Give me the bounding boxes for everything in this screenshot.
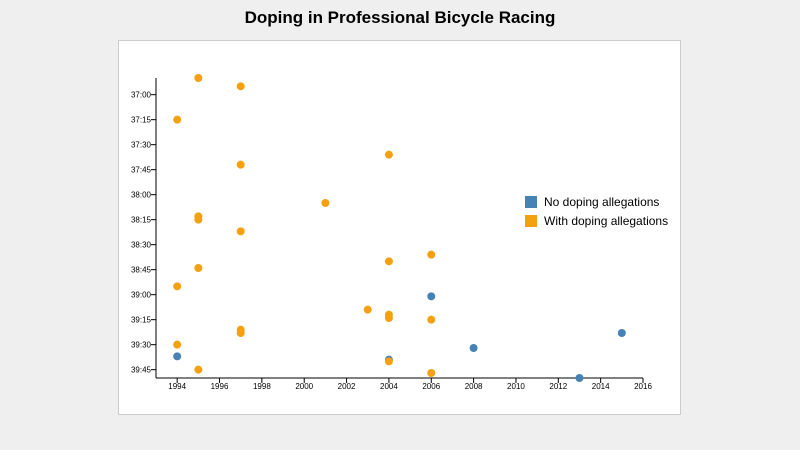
data-point — [236, 160, 245, 169]
x-tick-label: 2014 — [592, 382, 610, 391]
y-tick-label: 39:45 — [131, 366, 152, 375]
x-tick-label: 1994 — [168, 382, 186, 391]
y-tick: 39:45 — [131, 366, 156, 375]
data-point — [194, 264, 203, 272]
x-tick-label: 2012 — [549, 382, 567, 391]
x-tick-label: 1996 — [211, 382, 229, 391]
y-tick: 38:45 — [131, 266, 156, 275]
data-point — [363, 305, 372, 314]
data-point — [575, 374, 584, 382]
data-point — [427, 250, 436, 259]
y-tick: 38:00 — [131, 191, 156, 200]
y-tick-label: 39:15 — [131, 316, 152, 325]
y-tick: 37:15 — [131, 116, 156, 125]
x-tick: 2006 — [422, 378, 441, 391]
data-point — [236, 82, 245, 91]
y-tick-label: 38:15 — [131, 216, 152, 225]
data-point — [384, 150, 393, 159]
x-tick-label: 2004 — [380, 382, 398, 391]
legend: No doping allegations With doping allegat… — [525, 195, 668, 228]
y-tick: 38:15 — [131, 216, 156, 225]
x-tick: 2000 — [295, 378, 314, 391]
x-tick: 1994 — [168, 378, 187, 391]
data-point — [194, 365, 203, 374]
y-tick: 37:30 — [131, 141, 156, 150]
data-point — [469, 344, 478, 352]
x-tick-label: 2016 — [634, 382, 652, 391]
x-tick-label: 2010 — [507, 382, 525, 391]
y-tick: 37:00 — [131, 91, 156, 100]
x-tick: 2016 — [634, 378, 652, 391]
y-tick: 37:45 — [131, 166, 156, 175]
data-point — [194, 215, 203, 224]
y-tick: 39:30 — [131, 341, 156, 350]
y-tick-label: 37:30 — [131, 141, 152, 150]
chart-title: Doping in Professional Bicycle Racing — [244, 8, 556, 27]
y-tick-label: 38:00 — [131, 191, 152, 200]
legend-label: With doping allegations — [544, 214, 668, 228]
data-point — [617, 329, 626, 337]
y-tick-label: 37:15 — [131, 116, 152, 125]
x-tick-label: 2006 — [422, 382, 440, 391]
data-point — [384, 257, 393, 266]
y-tick-label: 39:00 — [131, 291, 152, 300]
data-point — [173, 115, 182, 124]
data-point — [427, 315, 436, 324]
x-tick: 2012 — [549, 378, 568, 391]
y-tick: 38:30 — [131, 241, 156, 250]
data-point — [384, 314, 393, 322]
y-tick: 39:00 — [131, 291, 156, 300]
data-point — [173, 340, 182, 349]
data-point — [173, 282, 182, 291]
legend-swatch — [525, 215, 537, 227]
y-tick-label: 39:30 — [131, 341, 152, 350]
chart-frame — [118, 40, 681, 415]
y-tick-label: 37:00 — [131, 91, 152, 100]
y-tick-label: 38:30 — [131, 241, 152, 250]
x-tick-label: 2000 — [295, 382, 313, 391]
legend-label: No doping allegations — [544, 195, 659, 209]
legend-swatch — [525, 196, 537, 208]
x-tick: 1996 — [211, 378, 229, 391]
data-point — [384, 357, 393, 366]
x-tick: 2002 — [338, 378, 356, 391]
data-point — [194, 74, 203, 82]
x-tick: 2014 — [592, 378, 610, 391]
x-tick-label: 2008 — [465, 382, 483, 391]
x-tick-label: 2002 — [338, 382, 356, 391]
data-point — [236, 329, 245, 337]
x-tick: 1998 — [253, 378, 271, 391]
y-tick-label: 37:45 — [131, 166, 152, 175]
data-point — [321, 199, 330, 207]
y-tick-label: 38:45 — [131, 266, 152, 275]
x-tick-label: 1998 — [253, 382, 271, 391]
data-point — [236, 227, 245, 236]
y-tick: 39:15 — [131, 316, 156, 325]
x-tick: 2004 — [380, 378, 398, 391]
data-point — [427, 292, 436, 301]
data-point — [173, 352, 182, 361]
x-tick: 2008 — [465, 378, 483, 391]
x-tick: 2010 — [507, 378, 525, 391]
data-point — [427, 369, 436, 377]
